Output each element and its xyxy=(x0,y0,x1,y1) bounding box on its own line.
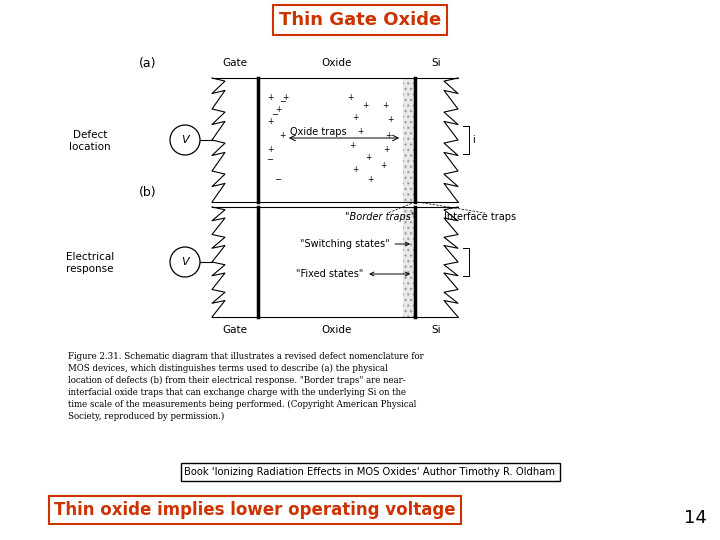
Bar xyxy=(403,207,415,317)
Text: +: + xyxy=(357,127,363,137)
Text: location: location xyxy=(69,142,111,152)
Text: Si: Si xyxy=(432,58,441,68)
Text: "Switching states": "Switching states" xyxy=(300,239,409,249)
Text: +: + xyxy=(352,113,358,123)
Text: +: + xyxy=(365,153,372,163)
Text: −: − xyxy=(266,156,274,165)
Text: V: V xyxy=(181,135,189,145)
Bar xyxy=(403,207,415,317)
Text: Thin oxide implies lower operating voltage: Thin oxide implies lower operating volta… xyxy=(54,501,456,519)
Text: (a): (a) xyxy=(139,57,157,70)
Text: +: + xyxy=(348,140,355,150)
Text: MOS devices, which distinguishes terms used to describe (a) the physical: MOS devices, which distinguishes terms u… xyxy=(68,364,388,373)
Text: "Fixed states": "Fixed states" xyxy=(296,269,409,279)
Text: −: − xyxy=(274,176,282,185)
Bar xyxy=(403,78,415,202)
Text: Interface traps: Interface traps xyxy=(444,212,516,222)
Text: location of defects (b) from their electrical response. "Border traps" are near-: location of defects (b) from their elect… xyxy=(68,376,405,385)
Text: +: + xyxy=(362,100,368,110)
Text: +: + xyxy=(267,145,273,154)
Text: V: V xyxy=(181,257,189,267)
Text: Si: Si xyxy=(432,325,441,335)
Text: i: i xyxy=(472,135,474,145)
Text: +: + xyxy=(366,176,373,185)
Text: +: + xyxy=(387,116,393,125)
Text: Society, reproduced by permission.): Society, reproduced by permission.) xyxy=(68,412,225,421)
Text: +: + xyxy=(282,93,288,103)
Text: 14: 14 xyxy=(683,509,706,527)
Text: time scale of the measurements being performed. (Copyright American Physical: time scale of the measurements being per… xyxy=(68,400,416,409)
Text: response: response xyxy=(66,264,114,274)
Text: +: + xyxy=(275,105,282,114)
Text: +: + xyxy=(380,160,386,170)
Text: +: + xyxy=(382,100,388,110)
Text: Thin Gate Oxide: Thin Gate Oxide xyxy=(279,11,441,29)
Text: interfacial oxide traps that can exchange charge with the underlying Si on the: interfacial oxide traps that can exchang… xyxy=(68,388,406,397)
Text: Oxide: Oxide xyxy=(321,325,351,335)
Text: Gate: Gate xyxy=(222,58,248,68)
Text: Oxide traps: Oxide traps xyxy=(290,127,346,137)
Text: +: + xyxy=(279,131,285,139)
Text: +: + xyxy=(383,145,390,154)
Text: +: + xyxy=(267,93,273,103)
Text: +: + xyxy=(352,165,358,174)
Text: +: + xyxy=(384,131,391,139)
Text: "Border traps": "Border traps" xyxy=(345,212,415,222)
Text: Electrical: Electrical xyxy=(66,252,114,262)
Text: Gate: Gate xyxy=(222,325,248,335)
Text: −: − xyxy=(271,111,279,119)
Text: +: + xyxy=(347,93,354,103)
Text: Defect: Defect xyxy=(73,130,107,140)
Text: (b): (b) xyxy=(139,186,157,199)
Bar xyxy=(403,78,415,202)
Text: +: + xyxy=(267,118,273,126)
Text: Oxide: Oxide xyxy=(321,58,351,68)
Text: −: − xyxy=(279,98,287,106)
Text: Book 'Ionizing Radiation Effects in MOS Oxides' Author Timothy R. Oldham: Book 'Ionizing Radiation Effects in MOS … xyxy=(184,467,556,477)
Text: Figure 2.31. Schematic diagram that illustrates a revised defect nomenclature fo: Figure 2.31. Schematic diagram that illu… xyxy=(68,352,424,361)
